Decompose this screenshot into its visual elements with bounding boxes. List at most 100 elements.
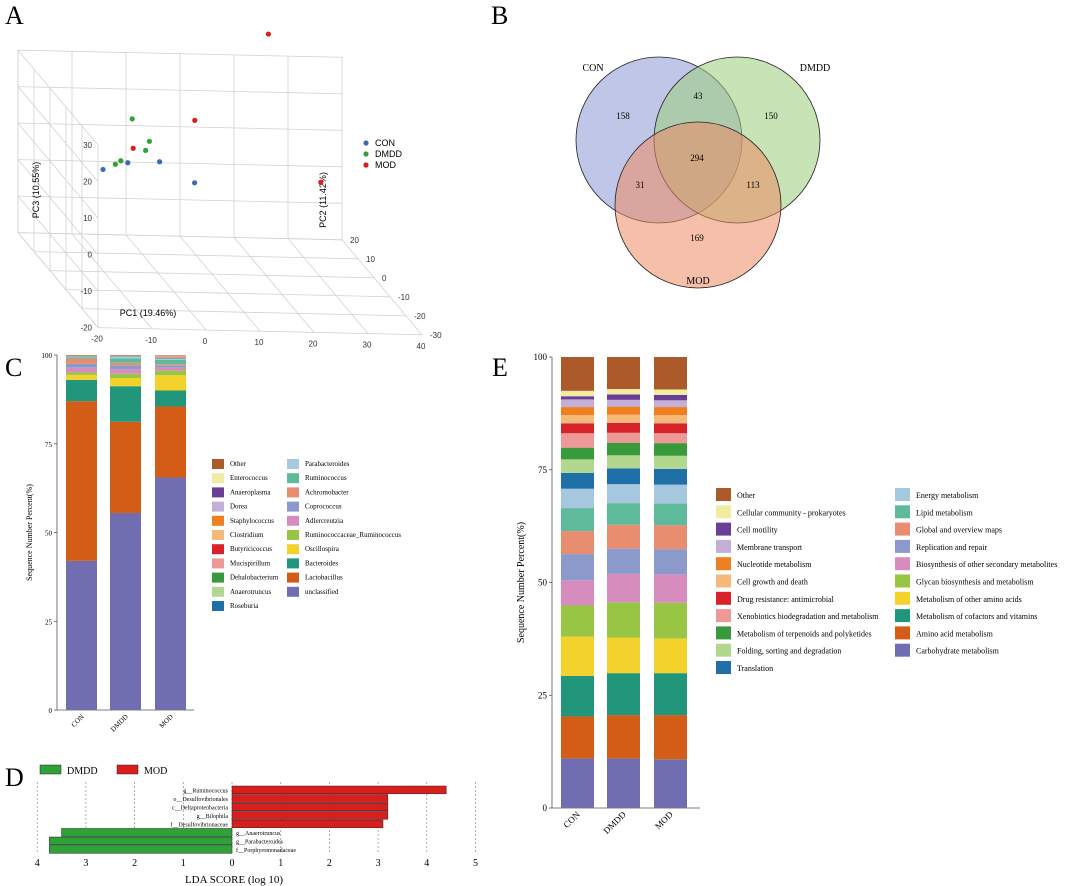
- y-tick-label: 25: [538, 690, 548, 700]
- legend-label: Biosynthesis of other secondary metaboli…: [916, 560, 1057, 569]
- x-category-label-dmdd: DMDD: [601, 809, 628, 836]
- y-tick-label: -10: [398, 293, 410, 302]
- legend-swatch: [287, 487, 299, 498]
- legend-label: Cell motility: [737, 526, 778, 535]
- bar-segment: [66, 372, 97, 375]
- y-axis-title: Sequence Number Percent(%): [25, 484, 34, 581]
- legend-label-dmdd: DMDD: [375, 149, 402, 159]
- y-tick-label: 0: [382, 274, 387, 283]
- floor-grid-line: [179, 235, 261, 332]
- bar-segment: [561, 716, 594, 759]
- scatter-point-dmdd: [143, 147, 149, 154]
- legend-label: Roseburia: [230, 602, 259, 610]
- bar-segment: [607, 573, 640, 603]
- y-tick-label: 0: [543, 803, 548, 813]
- bar-segment: [607, 673, 640, 716]
- x-category-label-con: CON: [561, 809, 582, 830]
- x-tick-label: -10: [145, 336, 157, 345]
- x-tick-label: 2: [132, 858, 137, 869]
- legend-swatch: [716, 609, 731, 623]
- bar-segment: [607, 503, 640, 525]
- y-tick-label: 0: [49, 707, 53, 715]
- legend-label: Metabolism of other amino acids: [916, 595, 1022, 604]
- bar-segment: [654, 549, 687, 575]
- lda-taxon-label: g__Parabacteroides: [236, 839, 284, 845]
- bar-segment: [561, 390, 594, 397]
- legend-swatch: [287, 459, 299, 469]
- floor-grid-line: [287, 238, 369, 334]
- bar-segment: [561, 531, 594, 555]
- legend-swatch: [287, 530, 299, 540]
- bar-segment: [561, 399, 594, 408]
- legend-swatch: [212, 558, 224, 569]
- x-tick-label: 0: [203, 337, 208, 346]
- floor-grid-line: [233, 237, 315, 333]
- legend-label: Butyricicoccus: [230, 545, 272, 553]
- legend-label: Metabolism of terpenoids and polyketides: [737, 629, 872, 638]
- legend-swatch: [212, 530, 224, 540]
- legend-label: Staphylococcus: [230, 517, 274, 525]
- bar-segment: [561, 636, 594, 676]
- scatter-point-dmdd: [146, 138, 152, 144]
- legend-label: Energy metabolism: [916, 491, 979, 500]
- legend-marker-mod: [363, 162, 369, 168]
- y-tick-label: 25: [45, 618, 53, 626]
- legend-label: Cell growth and death: [737, 578, 808, 587]
- lefse-lda-panel: 4 3 2 1 0 1 2 3 4 5 LDA SCORE (log 10) DMDD MOD g__Ru…: [35, 764, 478, 886]
- bar-segment: [155, 370, 186, 376]
- legend-label: Anaerotruncus: [230, 588, 271, 596]
- z-tick-label: 20: [83, 178, 92, 187]
- venn-set-label-dmdd: DMDD: [800, 63, 831, 74]
- z-tick-label: -10: [80, 287, 92, 296]
- legend-swatch: [212, 544, 224, 555]
- lda-taxon-label: f__Desulfovibrionaceae: [170, 821, 228, 828]
- bar-segment: [561, 423, 594, 434]
- y-tick-label: 50: [538, 578, 548, 588]
- bar-segment: [561, 472, 594, 489]
- x-category-label-con: CON: [70, 713, 86, 729]
- legend-label: unclassified: [305, 588, 339, 596]
- legend-label: Amino acid metabolism: [916, 629, 994, 638]
- legend-swatch: [716, 626, 731, 640]
- floor-grid-line: [341, 239, 423, 336]
- side-wall-grid-line: [17, 232, 99, 328]
- side-wall-grid-line: [17, 122, 99, 219]
- legend-swatch: [895, 643, 910, 657]
- legend-label: Dehalobacterium: [230, 574, 279, 582]
- x-tick-label: 20: [309, 339, 318, 348]
- bar-segment: [155, 390, 186, 407]
- x-tick-label: 0: [230, 858, 235, 869]
- bar-segment: [561, 758, 594, 808]
- y-tick-label: -20: [414, 312, 426, 321]
- z-tick-label: 0: [88, 251, 93, 260]
- legend-swatch: [895, 488, 910, 501]
- scatter-point-con: [192, 180, 198, 186]
- bar-segment: [561, 488, 594, 509]
- floor-grid-line: [125, 234, 207, 331]
- legend-label: Global and overview maps: [916, 526, 1002, 535]
- venn-diagram-panel: CON DMDD MOD 158 150 169 43 31 113 294: [575, 56, 831, 289]
- legend-label: Folding, sorting and degradation: [737, 647, 841, 656]
- bar-segment: [654, 638, 687, 674]
- legend-swatch: [212, 459, 224, 469]
- lda-bar-mod: [231, 819, 384, 829]
- bar-segment: [561, 508, 594, 532]
- legend-label: Drug resistance: antimicrobial: [737, 595, 835, 604]
- legend-label: Ruminococcus: [305, 474, 347, 482]
- lda-bar-mod: [231, 794, 389, 803]
- bar-segment: [607, 637, 640, 674]
- legend-swatch: [716, 661, 731, 674]
- bar-segment: [654, 389, 687, 395]
- bar-segment: [155, 375, 186, 391]
- x-tick-label: 10: [255, 338, 264, 347]
- bar-segment: [654, 484, 687, 504]
- scatter-point-con: [100, 166, 106, 173]
- legend-label: Ruminococcaceae_Ruminococcus: [305, 531, 401, 539]
- x-axis-label: PC1 (19.46%): [120, 308, 177, 318]
- side-wall-grid-line: [17, 86, 99, 182]
- bar-segment: [607, 394, 640, 400]
- legend-swatch: [212, 487, 224, 498]
- panel-letter-b: B: [491, 1, 508, 30]
- x-tick-label: 5: [473, 858, 478, 869]
